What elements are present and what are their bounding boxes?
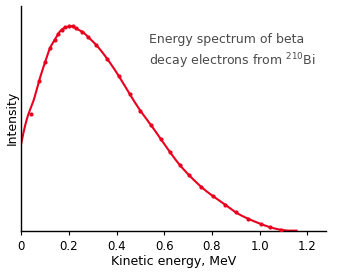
X-axis label: Kinetic energy, MeV: Kinetic energy, MeV <box>111 255 236 269</box>
Point <box>158 137 163 141</box>
Point <box>211 194 216 198</box>
Point <box>59 27 65 32</box>
Point <box>85 35 91 39</box>
Point <box>149 123 154 128</box>
Point <box>47 46 53 50</box>
Point <box>177 163 183 167</box>
Point <box>70 24 75 28</box>
Point <box>168 150 173 155</box>
Point <box>63 25 68 30</box>
Point <box>258 222 264 226</box>
Point <box>94 43 99 47</box>
Point <box>55 32 61 36</box>
Point <box>278 228 284 232</box>
Text: Energy spectrum of beta
decay electrons from $^{210}$Bi: Energy spectrum of beta decay electrons … <box>149 33 316 71</box>
Point <box>28 112 34 116</box>
Point <box>127 92 132 96</box>
Point <box>222 202 228 207</box>
Point <box>73 26 79 31</box>
Point <box>198 185 204 189</box>
Point <box>186 173 192 178</box>
Point <box>245 216 250 221</box>
Point <box>79 29 85 34</box>
Point <box>116 74 122 79</box>
Point <box>104 56 110 61</box>
Y-axis label: Intensity: Intensity <box>6 91 19 145</box>
Point <box>268 225 273 230</box>
Point <box>66 24 72 28</box>
Point <box>36 78 42 83</box>
Point <box>138 109 143 113</box>
Point <box>233 210 238 215</box>
Point <box>52 38 57 42</box>
Point <box>42 60 48 64</box>
